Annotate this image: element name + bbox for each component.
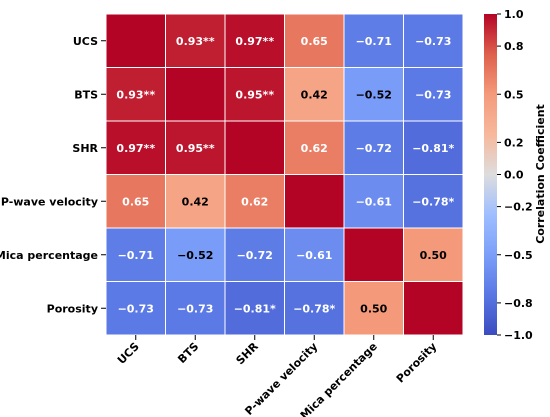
heatmap-cell <box>224 281 285 336</box>
heatmap-cell <box>284 174 345 229</box>
cell-value-label: 0.97** <box>235 35 274 48</box>
cell-value-label: 0.42 <box>182 195 209 208</box>
heatmap-cell <box>224 227 285 282</box>
cell-value-label: −0.61 <box>296 249 332 262</box>
column-label: SHR <box>234 340 262 368</box>
column-label: UCS <box>115 340 142 367</box>
row-label: Porosity <box>47 302 98 315</box>
cell-value-label: 0.95** <box>176 142 215 155</box>
heatmap-cell <box>284 67 345 122</box>
colorbar: 1.0 0.8 0.5 0.2 0.0 −0.2 −0.5 −0.8 −1.0 Correlat… <box>484 8 547 342</box>
colorbar-gradient <box>484 14 497 335</box>
cell-value-label: 0.93** <box>176 35 215 48</box>
cell-value-label: −0.71 <box>356 35 392 48</box>
cell-value-label: 0.62 <box>301 142 328 155</box>
cell-value-label: −0.71 <box>118 249 154 262</box>
cell-value-label: 0.42 <box>301 88 328 101</box>
cell-value-label: −0.73 <box>415 88 451 101</box>
heatmap-cell <box>284 13 345 68</box>
colorbar-label: Correlation Coefficient <box>534 104 547 244</box>
cell-value-label: −0.73 <box>415 35 451 48</box>
heatmap-cell <box>343 174 404 229</box>
heatmap-cell <box>165 227 226 282</box>
heatmap-cell <box>403 67 464 122</box>
heatmap-cell <box>165 67 226 122</box>
cell-value-label: 0.95** <box>235 88 274 101</box>
heatmap-cell <box>165 13 226 68</box>
cell-value-label: 0.50 <box>360 302 387 315</box>
colorbar-tick-label: 0.2 <box>504 136 524 149</box>
row-labels: UCS BTS SHR P-wave velocity Mica percentage P… <box>0 35 106 315</box>
colorbar-tick-label: −0.8 <box>504 297 533 310</box>
cell-value-label: 0.65 <box>301 35 328 48</box>
row-label: Mica percentage <box>0 249 98 262</box>
heatmap-cells: 0.93** 0.97** 0.65 −0.71 −0.73 0.93** 0.95** 0.… <box>105 13 464 336</box>
cell-value-label: 0.50 <box>420 249 447 262</box>
cell-value-label: −0.72 <box>356 142 392 155</box>
colorbar-tick-label: 1.0 <box>504 8 524 21</box>
cell-value-label: −0.73 <box>118 302 154 315</box>
cell-value-label: 0.65 <box>122 195 149 208</box>
cell-value-label: 0.93** <box>116 88 155 101</box>
heatmap-cell <box>403 227 464 282</box>
column-label: Porosity <box>394 340 440 386</box>
cell-value-label: −0.78* <box>293 302 335 315</box>
heatmap-cell <box>224 13 285 68</box>
heatmap-cell <box>224 174 285 229</box>
cell-value-label: −0.72 <box>237 249 273 262</box>
colorbar-tick-label: −0.2 <box>504 201 533 214</box>
cell-value-label: 0.62 <box>241 195 268 208</box>
cell-value-label: −0.78* <box>412 195 454 208</box>
cell-value-label: −0.81* <box>412 142 454 155</box>
colorbar-tick-label: 0.0 <box>504 169 524 182</box>
cell-value-label: −0.52 <box>177 249 213 262</box>
colorbar-ticks: 1.0 0.8 0.5 0.2 0.0 −0.2 −0.5 −0.8 −1.0 <box>497 8 533 342</box>
row-label: SHR <box>72 142 98 155</box>
colorbar-tick-label: 0.5 <box>504 88 524 101</box>
heatmap-cell <box>343 227 404 282</box>
column-label: BTS <box>175 340 201 366</box>
cell-value-label: −0.61 <box>356 195 392 208</box>
cell-value-label: −0.52 <box>356 88 392 101</box>
row-label: P-wave velocity <box>1 195 98 208</box>
colorbar-tick-label: −1.0 <box>504 329 533 342</box>
colorbar-tick-label: −0.5 <box>504 249 533 262</box>
heatmap-cell <box>165 174 226 229</box>
heatmap-cell <box>165 120 226 175</box>
cell-value-label: 0.97** <box>116 142 155 155</box>
heatmap-cell <box>105 227 166 282</box>
heatmap-cell <box>165 281 226 336</box>
colorbar-tick-label: 0.8 <box>504 40 524 53</box>
heatmap-cell <box>284 281 345 336</box>
cell-value-label: −0.73 <box>177 302 213 315</box>
heatmap-cell <box>343 120 404 175</box>
row-label: BTS <box>74 88 98 101</box>
heatmap-cell <box>224 120 285 175</box>
cell-value-label: −0.81* <box>234 302 276 315</box>
heatmap-cell <box>403 174 464 229</box>
heatmap-cell <box>403 281 464 336</box>
heatmap-cell <box>105 13 166 68</box>
row-label: UCS <box>73 35 98 48</box>
